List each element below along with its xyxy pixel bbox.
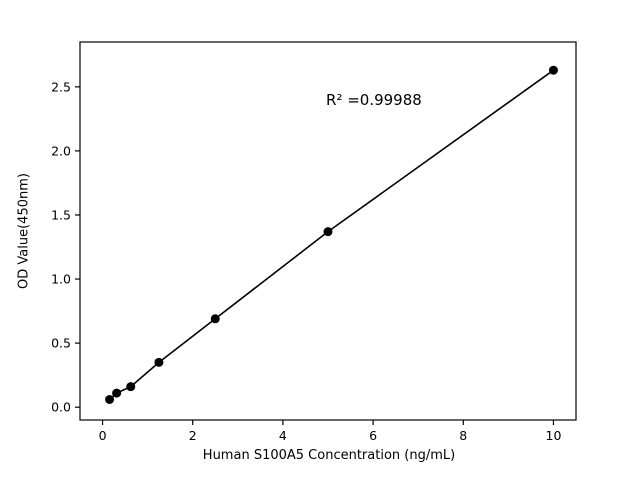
plot-border — [79, 41, 577, 421]
y-tick-label: 1.5 — [51, 207, 71, 222]
data-point — [323, 227, 333, 237]
y-tick-label: 0.0 — [51, 400, 71, 415]
data-point — [210, 314, 220, 324]
r-squared-annotation: R² =0.99988 — [326, 91, 422, 109]
data-point — [105, 394, 115, 404]
data-point — [112, 388, 122, 398]
x-tick-label: 2 — [189, 428, 197, 443]
y-tick-label: 1.0 — [51, 272, 71, 287]
x-tick-label: 6 — [369, 428, 377, 443]
x-tick-label: 8 — [459, 428, 467, 443]
y-tick-label: 0.5 — [51, 336, 71, 351]
y-axis-label: OD Value(450nm) — [16, 173, 32, 289]
x-tick-label: 0 — [99, 428, 107, 443]
y-tick-label: 2.0 — [51, 143, 71, 158]
x-tick-label: 10 — [546, 428, 562, 443]
y-tick-label: 2.5 — [51, 79, 71, 94]
fit-line — [108, 69, 555, 401]
data-point — [154, 357, 164, 367]
x-tick-label: 4 — [279, 428, 287, 443]
data-point — [126, 382, 136, 392]
data-point — [548, 65, 558, 75]
x-axis-label: Human S100A5 Concentration (ng/mL) — [202, 448, 456, 463]
